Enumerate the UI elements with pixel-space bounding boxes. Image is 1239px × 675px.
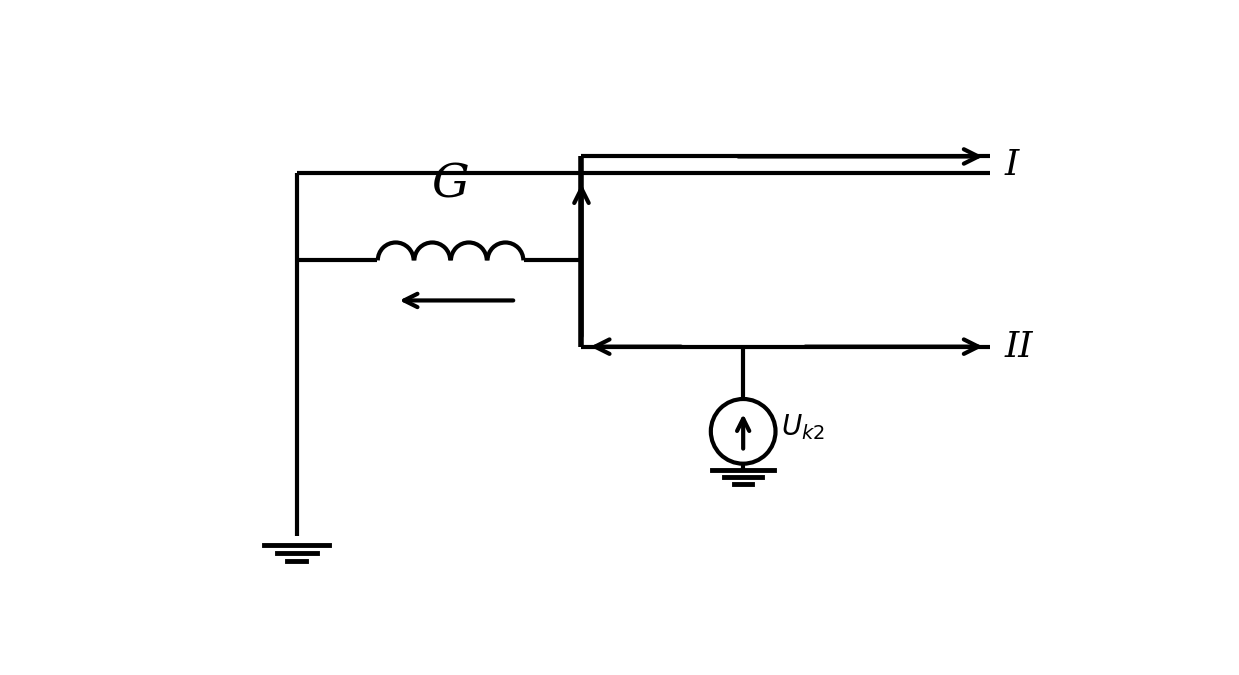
Text: $U_{k2}$: $U_{k2}$ <box>781 412 825 442</box>
Text: I: I <box>1005 148 1020 182</box>
Text: II: II <box>1005 329 1033 364</box>
Text: G: G <box>431 162 470 207</box>
